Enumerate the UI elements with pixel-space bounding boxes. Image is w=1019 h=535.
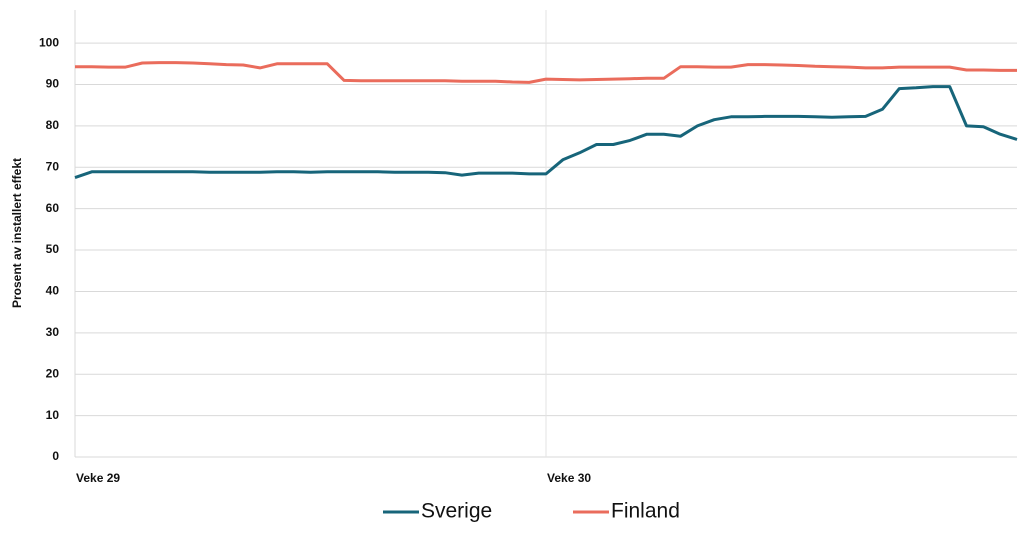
y-tick-label: 10 — [46, 408, 60, 422]
y-tick-label: 90 — [46, 77, 60, 91]
y-tick-label: 20 — [46, 366, 60, 380]
y-tick-label: 40 — [46, 284, 60, 298]
y-axis-label: Prosent av installert effekt — [10, 158, 24, 308]
line-series — [75, 61, 1017, 84]
x-tick-label: Veke 29 — [76, 471, 120, 485]
y-tick-label: 80 — [46, 118, 60, 132]
y-tick-label: 0 — [52, 449, 59, 463]
x-tick-label: Veke 30 — [547, 471, 591, 485]
y-tick-label: 100 — [39, 35, 59, 49]
y-tick-label: 70 — [46, 159, 60, 173]
y-tick-label: 60 — [46, 201, 60, 215]
y-tick-label: 30 — [46, 325, 60, 339]
y-tick-label: 50 — [46, 242, 60, 256]
legend-label: Sverige — [421, 500, 492, 523]
legend-label: Finland — [611, 500, 680, 523]
line-series — [74, 85, 1018, 180]
